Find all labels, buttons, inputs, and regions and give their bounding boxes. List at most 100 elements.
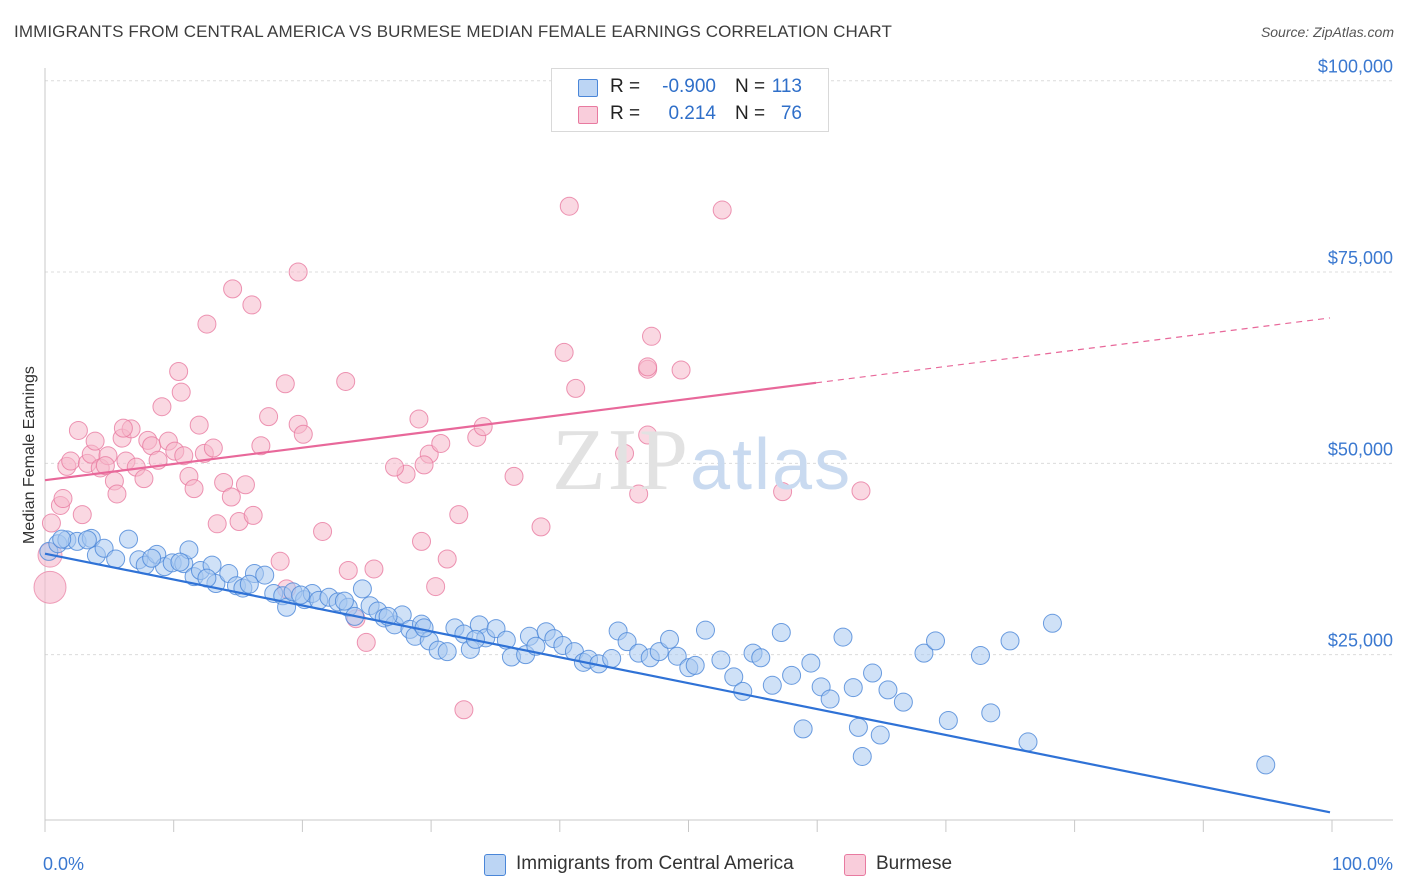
burmese-point	[243, 505, 263, 525]
central-america-point	[1018, 732, 1038, 752]
central-america-point	[291, 585, 311, 605]
legend-swatch-pink	[578, 106, 598, 124]
y-tick-labels: $25,000 $50,000 $75,000 $100,000	[1318, 57, 1393, 651]
central-america-point	[893, 692, 913, 712]
y-tick-label: $25,000	[1328, 631, 1393, 651]
central-america-point	[352, 579, 372, 599]
burmese-point	[134, 469, 154, 489]
y-tick-label: $75,000	[1328, 248, 1393, 268]
burmese-point	[113, 418, 133, 438]
legend-label: Burmese	[876, 853, 953, 874]
y-tick-label: $50,000	[1328, 439, 1393, 459]
burmese-point	[174, 446, 194, 466]
central-america-point	[878, 680, 898, 700]
legend-swatch-blue	[484, 854, 506, 876]
r-label: R =	[610, 76, 641, 97]
central-america-point	[733, 681, 753, 701]
burmese-point	[68, 420, 88, 440]
burmese-point	[566, 378, 586, 398]
burmese-point	[638, 357, 658, 377]
central-america-point	[970, 645, 990, 665]
chart-title: IMMIGRANTS FROM CENTRAL AMERICA VS BURME…	[14, 22, 892, 41]
central-america-point	[142, 548, 162, 568]
central-america-point	[843, 678, 863, 698]
burmese-point	[33, 570, 67, 604]
y-axis-label: Median Female Earnings	[21, 366, 38, 544]
central-america-point	[981, 703, 1001, 723]
central-america-point	[833, 627, 853, 647]
central-america-point	[649, 642, 669, 662]
burmese-point	[171, 382, 191, 402]
legend-swatch-blue	[578, 79, 598, 97]
central-america-point	[724, 667, 744, 687]
burmese-point	[288, 262, 308, 282]
central-america-point	[106, 549, 126, 569]
burmese-point	[207, 514, 227, 534]
central-america-point	[52, 529, 72, 549]
central-america-point	[1256, 755, 1276, 775]
burmese-point	[356, 632, 376, 652]
burmese-point	[454, 700, 474, 720]
burmese-point	[531, 517, 551, 537]
central-america-point	[77, 530, 97, 550]
burmese-point	[426, 577, 446, 597]
x-tick-labels: 0.0% 100.0%	[43, 854, 1393, 874]
central-america-point	[695, 620, 715, 640]
central-america-point	[617, 632, 637, 652]
central-america-point	[820, 689, 840, 709]
burmese-point	[95, 456, 115, 476]
burmese-point	[431, 433, 451, 453]
burmese-point	[259, 407, 279, 427]
central-america-point	[170, 552, 190, 572]
central-america-point	[793, 719, 813, 739]
burmese-point	[313, 521, 333, 541]
central-america-point	[848, 717, 868, 737]
burmese-point	[184, 479, 204, 499]
y-tick-label: $100,000	[1318, 57, 1393, 77]
burmese-point	[270, 551, 290, 571]
burmese-point	[203, 438, 223, 458]
burmese-point	[851, 481, 871, 501]
r-value: 0.214	[668, 103, 716, 124]
r-label: R =	[610, 103, 641, 124]
burmese-point	[338, 560, 358, 580]
burmese-point	[629, 484, 649, 504]
central-america-point	[751, 648, 771, 668]
central-america-point	[762, 675, 782, 695]
burmese-point	[385, 457, 405, 477]
burmese-point	[251, 436, 271, 456]
burmese-point	[293, 424, 313, 444]
trend-line-pink-projection	[815, 317, 1331, 384]
burmese-point	[235, 475, 255, 495]
burmese-point	[107, 484, 127, 504]
burmese-point	[559, 196, 579, 216]
central-america-point	[255, 565, 275, 585]
central-america-point	[119, 529, 139, 549]
x-tick-label: 0.0%	[43, 854, 84, 874]
n-value: 113	[771, 76, 802, 97]
legend-label: Immigrants from Central America	[516, 853, 794, 874]
burmese-point	[504, 466, 524, 486]
watermark-zip: ZIP	[552, 412, 690, 509]
central-america-point	[239, 574, 259, 594]
central-america-point	[771, 622, 791, 642]
n-value: 76	[780, 103, 802, 124]
source-label: Source: ZipAtlas.com	[1260, 24, 1394, 40]
central-america-point	[870, 725, 890, 745]
burmese-point	[412, 531, 432, 551]
legend-swatch-pink	[844, 854, 866, 876]
central-america-point	[863, 663, 883, 683]
central-america-point	[938, 710, 958, 730]
central-america-point	[660, 629, 680, 649]
n-label: N =	[735, 76, 766, 97]
burmese-point	[85, 431, 105, 451]
burmese-point	[221, 487, 241, 507]
x-tick-label: 100.0%	[1332, 854, 1393, 874]
burmese-point	[615, 443, 635, 463]
central-america-point	[1042, 613, 1062, 633]
central-america-point	[334, 591, 354, 611]
legend-row-central-america: R = -0.900 N = 113	[552, 74, 828, 100]
central-america-point	[685, 655, 705, 675]
burmese-point	[72, 505, 92, 525]
